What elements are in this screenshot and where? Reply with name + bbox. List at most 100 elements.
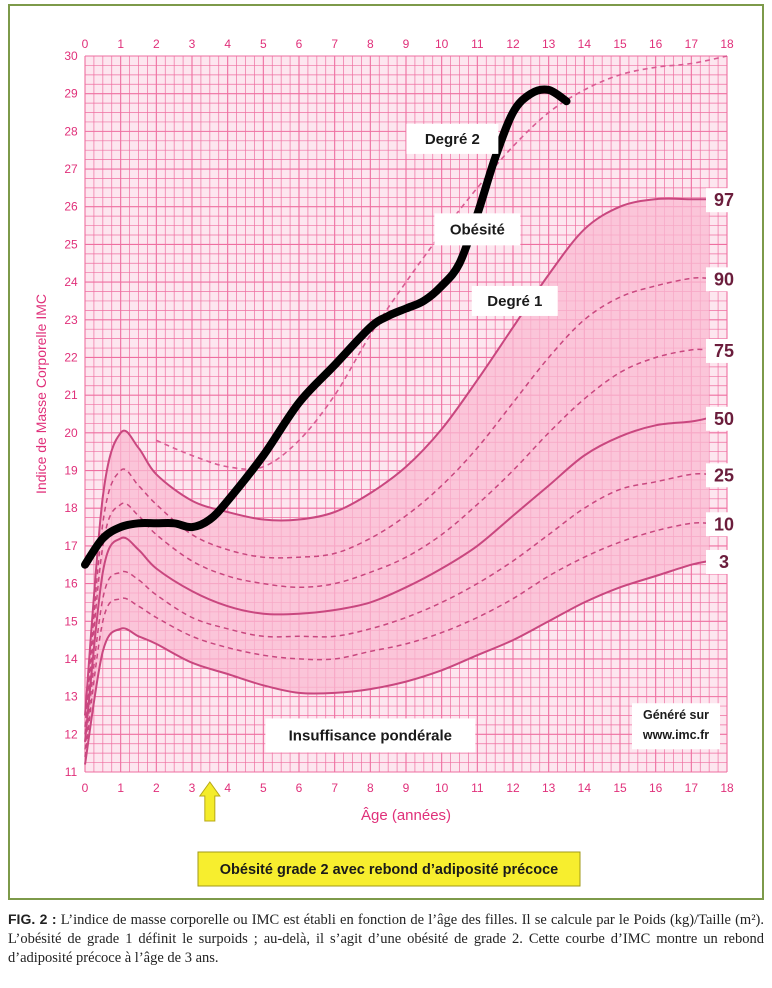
x-tick-label-bottom: 8 [367,781,374,795]
percentile-label-90: 90 [714,269,734,289]
x-tick-label-top: 4 [224,37,231,51]
x-tick-label-bottom: 16 [649,781,663,795]
y-tick-label: 12 [64,727,78,741]
x-tick-label-bottom: 9 [403,781,410,795]
y-tick-label: 29 [64,87,78,101]
percentile-label-97: 97 [714,190,734,210]
x-tick-label-bottom: 4 [224,781,231,795]
y-tick-label: 13 [64,690,78,704]
percentile-label-bg [706,188,742,213]
annotation-degre-1-box [471,285,558,316]
y-tick-label: 28 [64,124,78,138]
annotation-degre-2-box [406,123,499,154]
y-tick-label: 11 [65,765,78,779]
percentile-band [85,198,710,765]
percentile-label-bg [706,338,742,363]
x-tick-label-bottom: 6 [296,781,303,795]
percentile-label-bg [706,549,742,574]
y-tick-label: 26 [64,200,78,214]
figure-caption: FIG. 2 : L’indice de masse corporelle ou… [8,910,764,968]
x-tick-label-bottom: 5 [260,781,267,795]
y-tick-label: 22 [64,350,78,364]
percentile-curve-97 [84,197,710,716]
x-tick-label-top: 14 [578,37,592,51]
x-tick-label-top: 9 [403,37,410,51]
x-tick-label-top: 0 [82,37,89,51]
x-tick-label-top: 18 [720,37,734,51]
x-tick-label-bottom: 11 [471,781,484,795]
percentile-curve-90 [84,277,710,727]
x-tick-label-bottom: 18 [720,781,734,795]
x-tick-label-top: 3 [189,37,196,51]
x-tick-label-top: 15 [613,37,627,51]
percentile-label-bg [706,267,742,292]
x-tick-label-top: 5 [260,37,267,51]
x-tick-label-top: 12 [506,37,520,51]
percentile-label-bg [706,463,742,488]
annotation-obesite-box [434,213,521,246]
x-tick-label-bottom: 14 [578,781,592,795]
y-tick-label: 30 [64,49,78,63]
x-tick-label-bottom: 13 [542,781,556,795]
y-tick-label: 24 [64,275,78,289]
x-tick-label-top: 8 [367,37,374,51]
x-tick-label-top: 16 [649,37,663,51]
x-tick-label-top: 6 [296,37,303,51]
annotation-insuffisance-box [265,718,476,753]
caption-text: L’indice de masse corporelle ou IMC est … [8,912,765,966]
percentile-curve-75 [84,348,710,735]
percentile-label-25: 25 [714,465,734,485]
percentile-curve-50 [84,416,710,743]
y-tick-label: 15 [64,614,78,628]
x-tick-label-top: 10 [435,37,449,51]
x-tick-label-bottom: 2 [153,781,160,795]
x-tick-label-bottom: 15 [613,781,627,795]
x-tick-label-top: 7 [331,37,338,51]
generated-label: Généré sur [643,708,709,722]
x-tick-label-top: 13 [542,37,556,51]
y-tick-label: 19 [64,464,78,478]
bmi-chart: 0011223344556677889910101111121213131414… [33,37,742,887]
percentile-curve-3 [84,560,710,765]
y-tick-label: 18 [64,501,78,515]
percentile-curve-10 [84,521,710,757]
figure-frame: 0 0 1 1 2 2 3 3 4 4 5 5 6 6 7 7 8 8 9 9 10 10 11 11 12 12 13 13 14 14… [8,4,764,900]
y-tick-label: 16 [64,577,78,591]
callout-box [197,851,581,887]
x-tick-label-top: 1 [117,37,124,51]
callout-text: Obésité grade 2 avec rebond d’adiposité … [220,862,558,878]
x-tick-label-bottom: 7 [331,781,338,795]
percentile-label-3: 3 [719,552,729,572]
percentile-label-50: 50 [714,409,734,429]
percentile-label-10: 10 [714,514,734,534]
annotation-degre-1: Degré 1 [487,293,542,310]
annotation-obesite: Obésité [450,221,505,238]
x-tick-label-bottom: 12 [506,781,520,795]
y-tick-label: 25 [64,237,78,251]
generated-box [632,703,720,750]
y-tick-label: 23 [64,313,78,327]
x-tick-label-bottom: 10 [435,781,449,795]
y-tick-label: 21 [64,388,78,402]
percentile-label-bg [706,512,742,537]
annotation-degre-2: Degré 2 [425,131,480,148]
y-tick-label: 17 [64,539,78,553]
generated-site: www.imc.fr [642,728,709,742]
x-tick-label-bottom: 3 [189,781,196,795]
annotation-insuffisance: Insuffisance pondérale [289,727,452,744]
y-axis-label: Indice de Masse Corporelle IMC [33,294,49,494]
x-tick-label-bottom: 17 [685,781,699,795]
up-arrow-icon [198,781,221,822]
x-tick-label-top: 2 [153,37,160,51]
y-tick-label: 27 [64,162,78,176]
x-tick-label-top: 11 [471,37,484,51]
percentile-label-75: 75 [714,341,734,361]
x-tick-label-bottom: 1 [117,781,124,795]
x-axis-label: Âge (années) [361,807,451,824]
percentile-label-bg [706,406,742,431]
x-tick-label-top: 17 [685,37,699,51]
y-tick-label: 14 [64,652,78,666]
x-tick-label-bottom: 0 [82,781,89,795]
y-tick-label: 20 [64,426,78,440]
caption-fig-label: FIG. 2 : [8,911,57,927]
